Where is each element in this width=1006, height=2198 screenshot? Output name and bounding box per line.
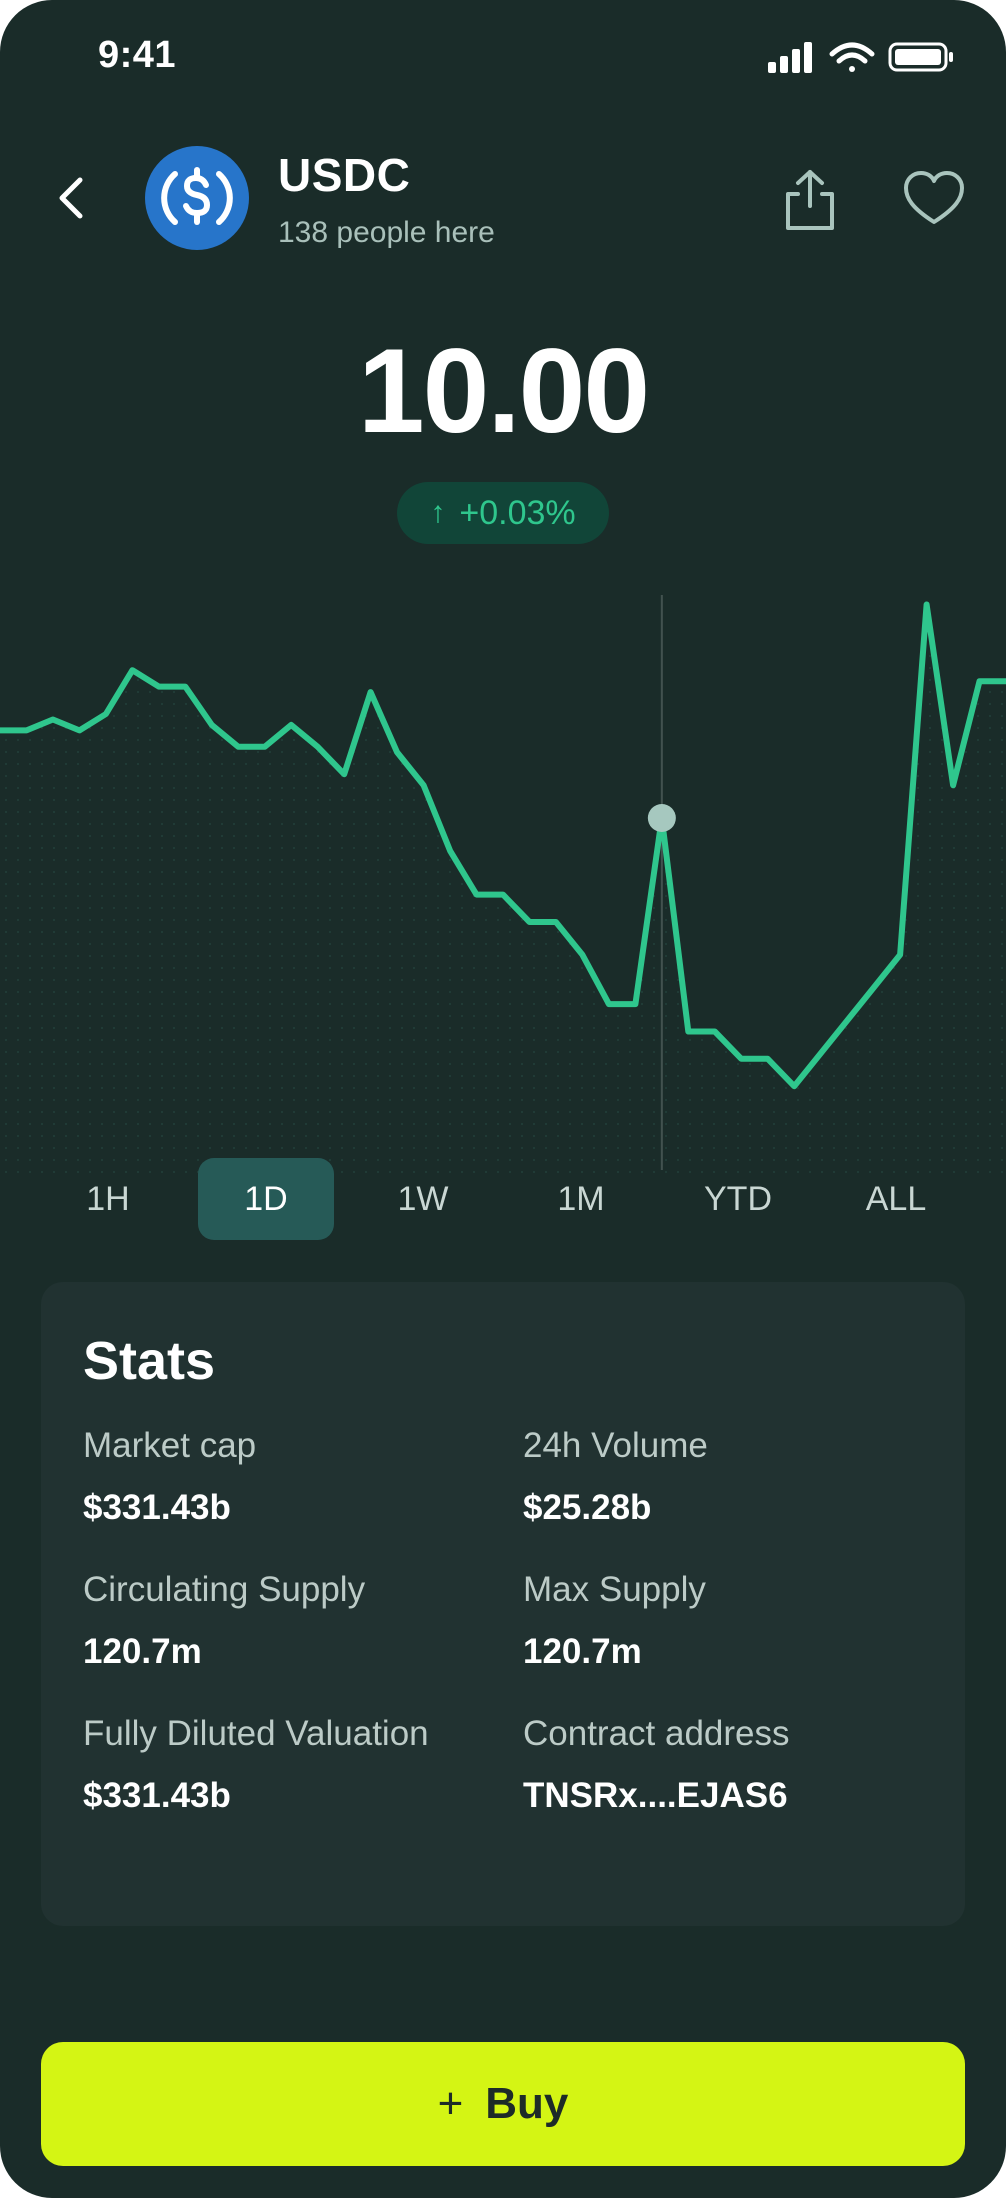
signal-icon [768,42,812,73]
arrow-up-icon: ↑ [430,496,446,529]
stat-label: Max Supply [523,1570,706,1609]
tab-1d[interactable]: 1D [198,1158,334,1240]
chart-selected-point [647,804,676,832]
stat-label: Contract address [523,1714,790,1753]
stat-value[interactable]: TNSRx....EJAS6 [523,1776,788,1815]
stat-label: 24h Volume [523,1426,708,1465]
back-button[interactable] [52,174,92,222]
usdc-logo [145,146,249,250]
stat-value: $331.43b [83,1776,231,1815]
stat-item: 24h Volume $25.28b [523,1426,943,1528]
plus-icon: + [437,2079,464,2128]
status-icons [768,42,953,73]
status-bar: 9:41 [0,0,1006,110]
stat-value: 120.7m [523,1632,642,1671]
token-name: USDC [278,149,411,201]
stat-value: $25.28b [523,1488,652,1527]
share-button[interactable] [780,168,840,232]
price-change-badge: ↑ +0.03% [397,482,609,544]
timeframe-tabs: 1H 1D 1W 1M YTD ALL [40,1158,966,1240]
stat-label: Fully Diluted Valuation [83,1714,429,1753]
stats-card: Stats Market cap $331.43b 24h Volume $25.28… [41,1282,965,1926]
stat-item: Fully Diluted Valuation $331.43b [83,1714,503,1816]
share-icon [786,170,834,230]
price-value: 10.00 [357,324,650,458]
status-time: 9:41 [98,34,177,76]
stat-item: Contract address TNSRx....EJAS6 [523,1714,943,1816]
stat-label: Circulating Supply [83,1570,366,1609]
stat-label: Market cap [83,1426,257,1465]
tab-1h[interactable]: 1H [86,1179,130,1218]
heart-icon [904,171,964,224]
stat-value: 120.7m [83,1632,202,1671]
tab-all[interactable]: ALL [865,1179,927,1218]
wifi-icon [829,42,875,72]
tab-1m[interactable]: 1M [557,1179,605,1218]
chevron-left-icon [59,177,83,219]
stat-item: Max Supply 120.7m [523,1570,943,1672]
stats-title: Stats [83,1331,216,1391]
chart-series-line [0,601,1006,1090]
price-change-text: +0.03% [459,493,576,532]
tab-ytd[interactable]: YTD [704,1179,772,1218]
buy-button-label: Buy [485,2079,569,2128]
stat-item: Circulating Supply 120.7m [83,1570,503,1672]
stat-item: Market cap $331.43b [83,1426,503,1528]
tab-1w[interactable]: 1W [397,1179,449,1218]
battery-icon [888,42,953,72]
stat-value: $331.43b [83,1488,231,1527]
buy-button[interactable]: + Buy [41,2042,965,2166]
people-count: 138 people here [278,216,495,249]
price-chart[interactable] [0,590,1006,1180]
favorite-button[interactable] [902,170,966,228]
